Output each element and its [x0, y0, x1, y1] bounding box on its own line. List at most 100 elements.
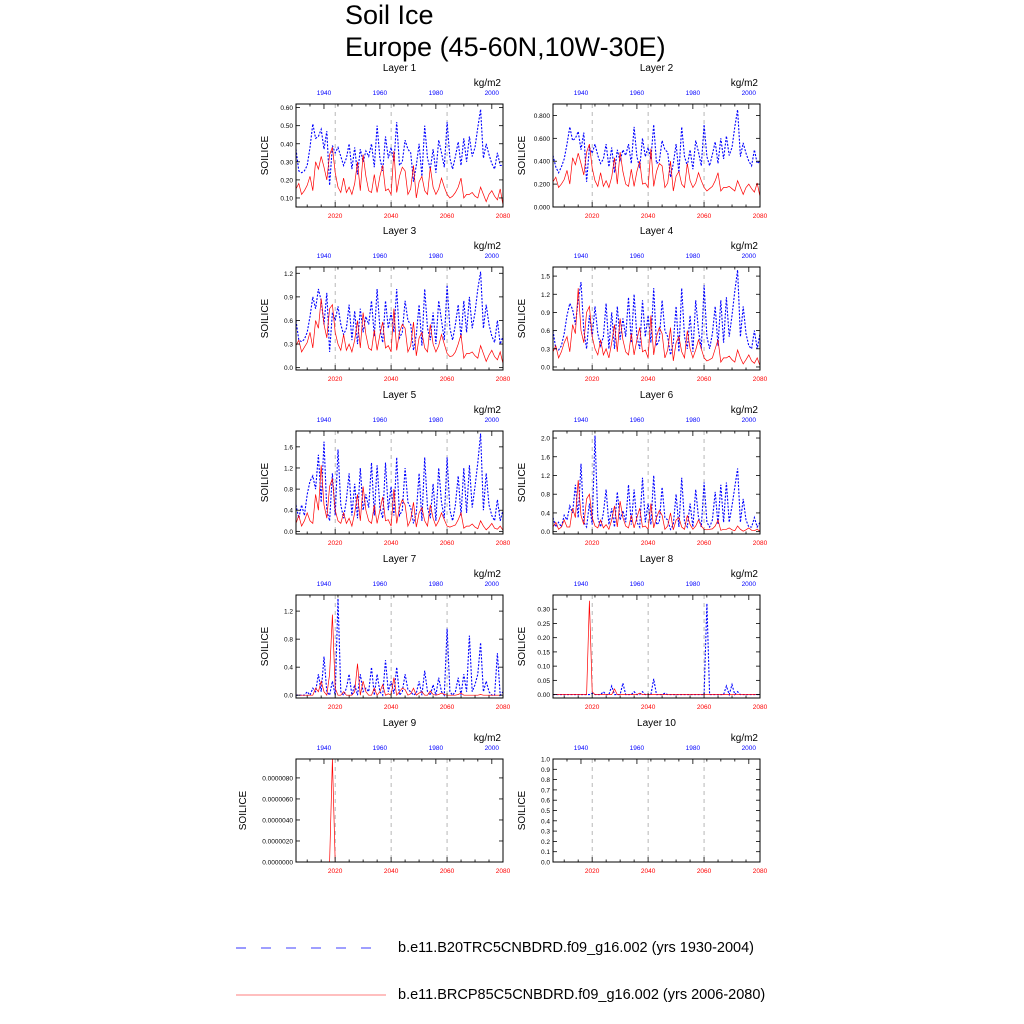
panel-layer-10: Layer 10 kg/m2 SOILICE 0.0 0.1 0.2 0.3 0.4 0.5 0.…: [517, 718, 768, 875]
y-tick-label: 0.7: [541, 787, 550, 794]
y-tick-label: 1.6: [284, 444, 293, 451]
y-tick-label: 0.5: [541, 808, 550, 815]
y-tick-label: 0.20: [280, 177, 293, 184]
x-tick-label-bottom: 2060: [697, 213, 712, 220]
x-tick-label-bottom: 2080: [496, 213, 511, 220]
y-axis-label: SOILICE: [517, 462, 528, 502]
plot-frame: [295, 758, 504, 863]
x-tick-label-bottom: 2040: [641, 213, 656, 220]
x-tick-label-bottom: 2040: [641, 540, 656, 547]
x-tick-label-top: 2000: [485, 745, 500, 752]
x-tick-label-bottom: 2020: [585, 868, 600, 875]
panel-layer-7: Layer 7 kg/m2 SOILICE 0.0 0.4 0.8 1.2 2020 2040 2…: [260, 554, 511, 711]
y-tick-label: 1.2: [284, 465, 293, 472]
x-tick-label-top: 1940: [317, 90, 332, 97]
y-tick-label: 0.6: [284, 318, 293, 325]
x-tick-label-bottom: 2040: [384, 213, 399, 220]
series-line-hist: [296, 598, 504, 697]
y-tick-label: 0.4: [541, 818, 550, 825]
plot-frame: [552, 758, 761, 863]
y-tick-label: 0.0: [541, 529, 550, 536]
x-tick-label-bottom: 2080: [496, 868, 511, 875]
x-tick-label-top: 1960: [373, 253, 388, 260]
y-tick-label: 0.20: [537, 635, 550, 642]
y-tick-label: 1.2: [284, 609, 293, 616]
x-tick-label-bottom: 2060: [697, 868, 712, 875]
y-tick-label: 0.400: [534, 159, 551, 166]
x-tick-label-top: 1960: [373, 90, 388, 97]
x-tick-label-top: 2000: [485, 417, 500, 424]
x-tick-label-bottom: 2060: [440, 868, 455, 875]
x-tick-label-bottom: 2060: [440, 704, 455, 711]
x-tick-label-bottom: 2080: [496, 704, 511, 711]
y-axis-label: SOILICE: [517, 790, 528, 830]
x-tick-label-top: 1980: [686, 581, 701, 588]
x-tick-label-top: 2000: [485, 90, 500, 97]
x-tick-label-bottom: 2080: [753, 704, 768, 711]
series-line-hist: [295, 109, 503, 186]
x-tick-label-top: 2000: [485, 253, 500, 260]
panel-title: Layer 2: [640, 63, 674, 74]
x-tick-label-bottom: 2060: [440, 540, 455, 547]
panel-title: Layer 9: [383, 718, 417, 729]
plot-frame: [295, 430, 504, 535]
y-tick-label: 0.3: [541, 829, 550, 836]
y-tick-label: 0.25: [537, 621, 550, 628]
x-tick-label-bottom: 2020: [328, 376, 343, 383]
y-tick-label: 0.30: [537, 607, 550, 614]
panel-units: kg/m2: [474, 733, 502, 744]
x-tick-label-top: 1960: [630, 90, 645, 97]
panel-title: Layer 10: [637, 718, 676, 729]
x-tick-label-bottom: 2020: [585, 376, 600, 383]
x-tick-label-top: 1980: [429, 417, 444, 424]
series-line-future: [296, 758, 503, 863]
y-axis-label: SOILICE: [260, 626, 271, 666]
y-tick-label: 0.10: [280, 195, 293, 202]
y-tick-label: 1.2: [284, 271, 293, 278]
x-tick-label-bottom: 2060: [697, 540, 712, 547]
y-tick-label: 1.5: [541, 274, 550, 281]
y-tick-label: 0.8: [541, 492, 550, 499]
x-tick-label-top: 1940: [317, 417, 332, 424]
x-tick-label-top: 1960: [630, 581, 645, 588]
x-tick-label-top: 1980: [686, 90, 701, 97]
plot-frame: [552, 430, 761, 535]
y-tick-label: 0.0: [284, 365, 293, 372]
y-tick-label: 0.60: [280, 105, 293, 112]
series-line-hist: [295, 433, 504, 524]
y-tick-label: 0.000: [534, 205, 551, 212]
panel-units: kg/m2: [731, 78, 759, 89]
series-line-hist: [553, 603, 760, 697]
figure-subtitle: Europe (45-60N,10W-30E): [345, 32, 666, 62]
y-tick-label: 1.0: [541, 757, 550, 764]
x-tick-label-bottom: 2080: [496, 376, 511, 383]
y-axis-label: SOILICE: [238, 790, 249, 830]
panel-title: Layer 1: [383, 63, 417, 74]
plot-frame: [295, 103, 504, 208]
panel-title: Layer 7: [383, 554, 417, 565]
x-tick-label-top: 1980: [429, 581, 444, 588]
y-tick-label: 0.0: [284, 529, 293, 536]
panel-units: kg/m2: [474, 78, 502, 89]
x-tick-label-bottom: 2080: [753, 376, 768, 383]
y-tick-label: 1.6: [541, 454, 550, 461]
y-axis-label: SOILICE: [517, 135, 528, 175]
y-tick-label: 0.8: [541, 777, 550, 784]
x-tick-label-bottom: 2080: [753, 540, 768, 547]
series-line-future: [553, 600, 760, 695]
y-tick-label: 0.2: [541, 839, 550, 846]
x-tick-label-bottom: 2020: [328, 540, 343, 547]
y-tick-label: 0.600: [534, 136, 551, 143]
y-axis-label: SOILICE: [260, 462, 271, 502]
x-tick-label-bottom: 2060: [440, 376, 455, 383]
y-tick-label: 0.8: [284, 637, 293, 644]
x-tick-label-top: 1940: [317, 253, 332, 260]
x-tick-label-top: 1940: [317, 745, 332, 752]
y-tick-label: 0.1: [541, 849, 550, 856]
y-tick-label: 0.40: [280, 141, 293, 148]
y-axis-label: SOILICE: [517, 298, 528, 338]
panel-layer-5: Layer 5 kg/m2 SOILICE 0.0 0.4 0.8 1.2 1.6 2020 20…: [260, 390, 511, 547]
y-tick-label: 0.9: [541, 310, 550, 317]
x-tick-label-top: 1960: [630, 745, 645, 752]
x-tick-label-bottom: 2080: [753, 213, 768, 220]
